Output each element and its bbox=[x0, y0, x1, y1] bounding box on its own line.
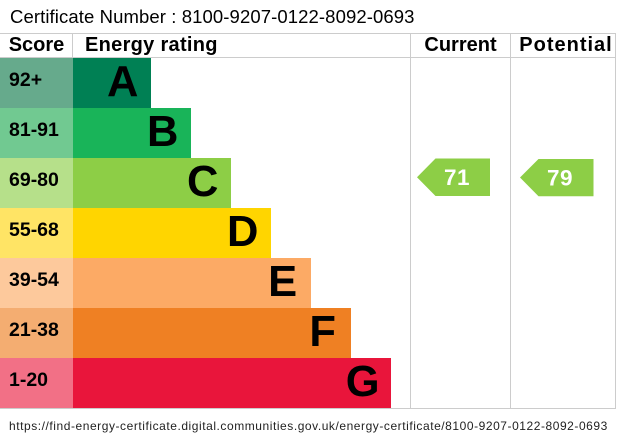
svg-text:79: 79 bbox=[547, 166, 573, 191]
svg-text:71: 71 bbox=[444, 165, 470, 190]
